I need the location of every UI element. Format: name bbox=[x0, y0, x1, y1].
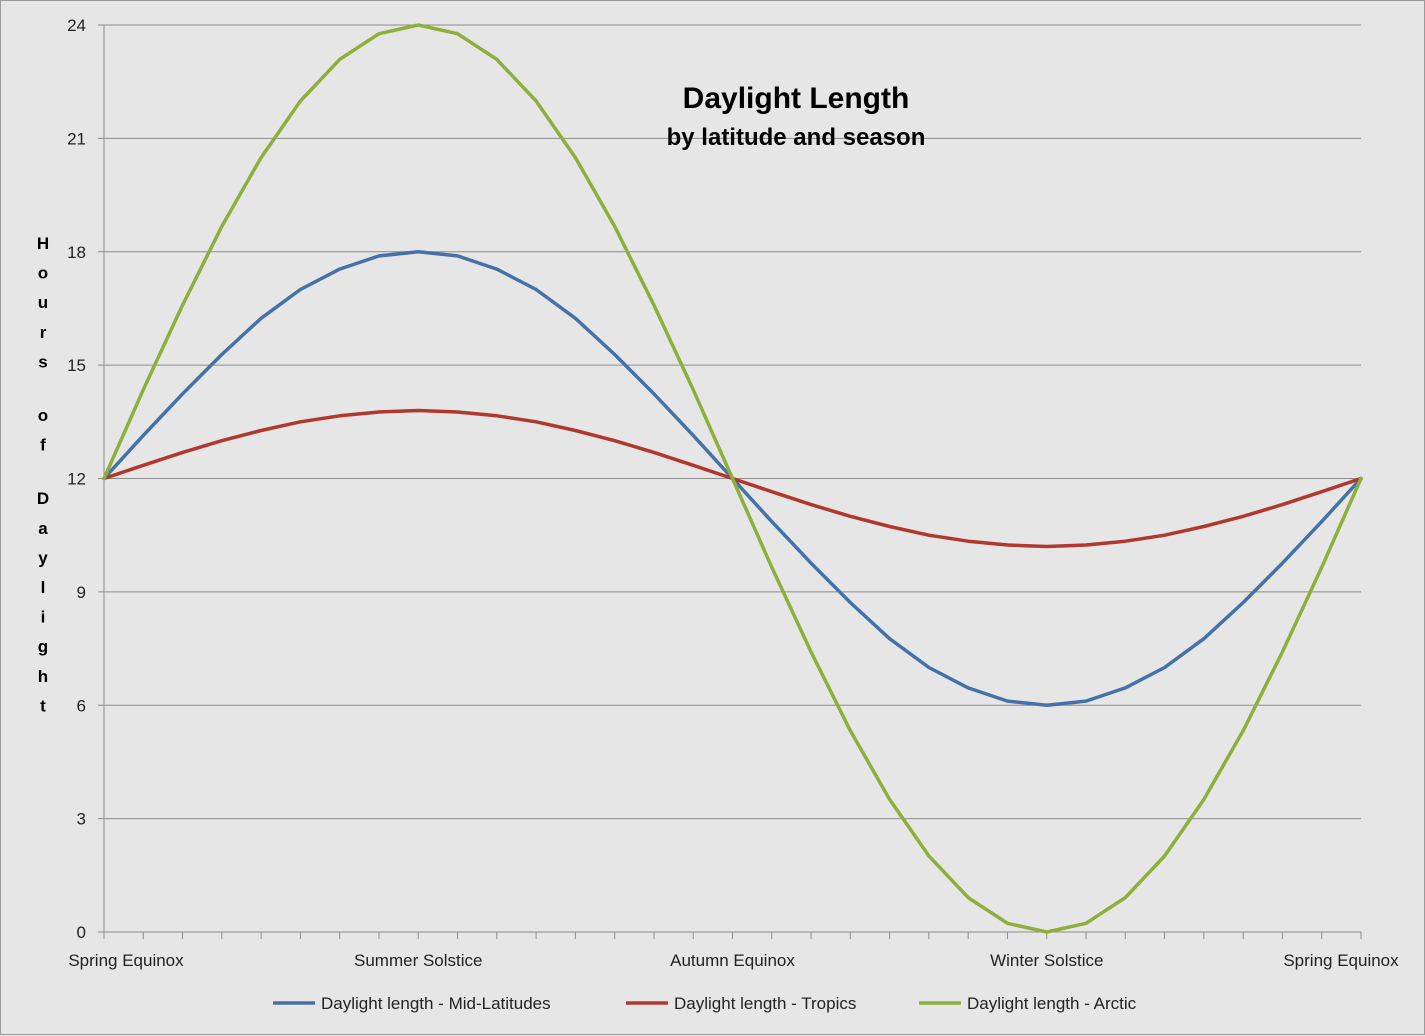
y-tick-label: 9 bbox=[77, 583, 86, 602]
legend-label: Daylight length - Arctic bbox=[967, 994, 1137, 1013]
chart-subtitle: by latitude and season bbox=[667, 124, 926, 151]
gridlines bbox=[104, 24, 1361, 820]
y-axis-label-char: o bbox=[38, 264, 48, 283]
y-axis-label-char: r bbox=[40, 323, 47, 342]
y-axis-label-char: a bbox=[38, 519, 48, 538]
chart-title: Daylight Length bbox=[683, 82, 910, 115]
legend-label: Daylight length - Mid-Latitudes bbox=[321, 994, 551, 1013]
y-axis-label-char: D bbox=[37, 489, 49, 508]
legend: Daylight length - Mid-Latitudes Daylight … bbox=[273, 994, 1137, 1013]
y-axis-label-char: t bbox=[40, 696, 46, 715]
y-tick-label: 15 bbox=[67, 356, 86, 375]
y-axis-label-char: h bbox=[38, 667, 48, 686]
y-tick-label: 0 bbox=[77, 923, 86, 942]
y-tick-label: 3 bbox=[77, 810, 86, 829]
y-axis-label-char: H bbox=[37, 234, 49, 253]
y-tick-label: 6 bbox=[77, 696, 86, 715]
x-category-label: Spring Equinox bbox=[1283, 951, 1399, 970]
y-axis-label-char: l bbox=[41, 578, 46, 597]
y-axis-label-char: y bbox=[38, 548, 48, 567]
x-category-label: Autumn Equinox bbox=[670, 951, 795, 970]
y-tick-label: 24 bbox=[67, 16, 86, 35]
series-lines bbox=[102, 23, 1363, 934]
x-category-label: Spring Equinox bbox=[68, 951, 184, 970]
y-axis-label-char: g bbox=[38, 637, 48, 656]
x-category-label: Summer Solstice bbox=[354, 951, 482, 970]
y-tick-label: 18 bbox=[67, 243, 86, 262]
series-line-3 bbox=[102, 23, 1363, 934]
y-axis-label-char: f bbox=[40, 436, 46, 455]
y-tick-label: 21 bbox=[67, 129, 86, 148]
y-axis-label-char: s bbox=[38, 352, 47, 371]
y-axis-label-char: i bbox=[41, 608, 46, 627]
legend-label: Daylight length - Tropics bbox=[674, 994, 856, 1013]
axes: 0 3 6 9 12 15 18 21 24 Spring Equinox Summer Solst… bbox=[67, 16, 1399, 970]
x-category-label: Winter Solstice bbox=[990, 951, 1103, 970]
y-tick-label: 12 bbox=[67, 470, 86, 489]
y-axis-label-char: u bbox=[38, 293, 48, 312]
y-axis-label-char: o bbox=[38, 406, 48, 425]
